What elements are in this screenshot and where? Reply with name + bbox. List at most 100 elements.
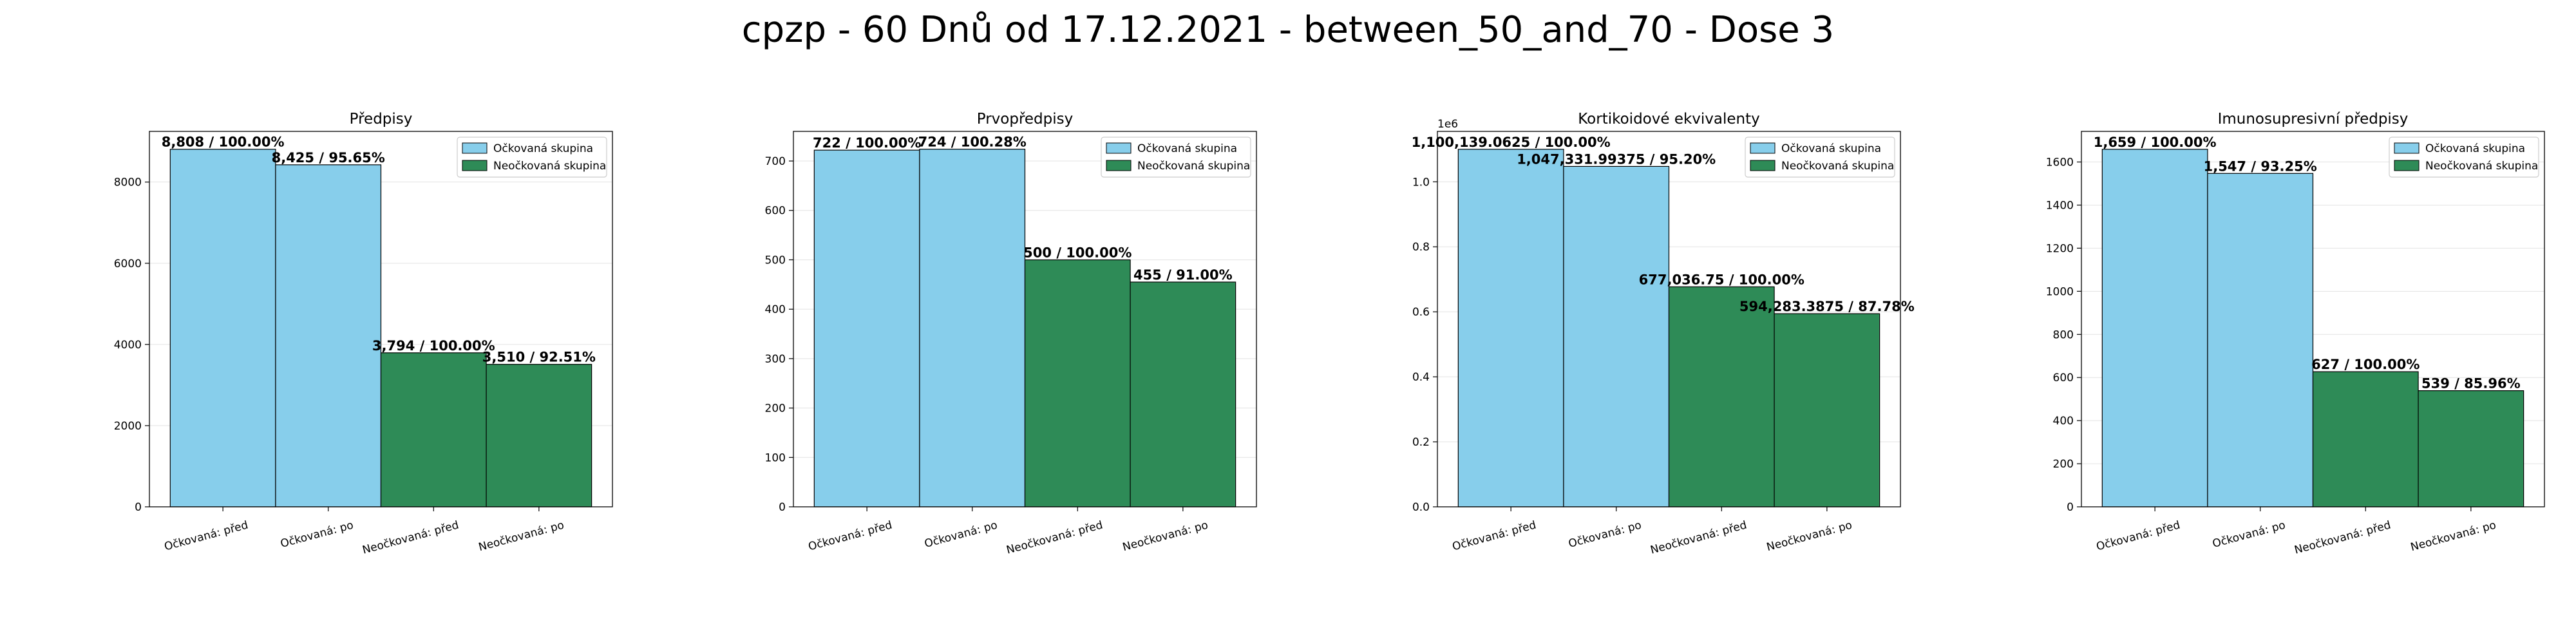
- bar: [1774, 313, 1880, 507]
- bar: [1024, 259, 1131, 507]
- legend-box: [1745, 137, 1895, 178]
- bar-value-label: 8,425 / 95.65%: [272, 150, 385, 166]
- bar: [1457, 149, 1564, 507]
- bar-value-label: 8,808 / 100.00%: [162, 135, 285, 150]
- bar-value-label: 722 / 100.00%: [813, 135, 921, 151]
- bar-value-label: 677,036.75 / 100.00%: [1639, 272, 1804, 287]
- bar: [380, 352, 487, 507]
- x-tick-label: Neočkovaná: po: [477, 519, 565, 554]
- x-tick-label: Očkovaná: před: [807, 519, 893, 554]
- legend-label: Neočkovaná skupina: [1137, 160, 1250, 173]
- chart-imunosupresivni-predpisy: Imunosupresivní předpisy 0 200 400 600 800 100…: [2046, 111, 2545, 557]
- bar: [1668, 286, 1775, 507]
- axes-title: Předpisy: [350, 111, 413, 128]
- x-tick-label: Neočkovaná: před: [2293, 519, 2392, 557]
- bar: [2312, 371, 2419, 507]
- y-tick-label: 400: [2053, 415, 2074, 428]
- x-tick-label: Neočkovaná: před: [361, 519, 460, 557]
- y-tick-label: 0.8: [1412, 241, 1430, 254]
- legend-label: Neočkovaná skupina: [493, 160, 606, 173]
- y-tick-label: 1400: [2046, 199, 2074, 212]
- y-tick-label: 1600: [2046, 156, 2074, 169]
- bar-value-label: 1,100,139.0625 / 100.00%: [1412, 135, 1611, 150]
- y-tick-label: 0.2: [1412, 436, 1430, 449]
- legend-label: Očkovaná skupina: [493, 142, 593, 155]
- y-tick-label: 2000: [114, 420, 142, 433]
- x-tick-label: Očkovaná: před: [1451, 519, 1537, 554]
- y-tick-label: 0: [2067, 501, 2074, 514]
- legend-swatch: [2394, 160, 2420, 171]
- bar: [1563, 166, 1670, 507]
- bar-value-label: 1,547 / 93.25%: [2204, 158, 2317, 174]
- bar-value-label: 724 / 100.28%: [918, 135, 1027, 150]
- legend-label: Očkovaná skupina: [2425, 142, 2525, 155]
- figure-title: cpzp - 60 Dnů od 17.12.2021 - between_50…: [741, 9, 1835, 51]
- legend-box: [1101, 137, 1251, 178]
- bar: [2207, 173, 2314, 507]
- x-tick-label: Očkovaná: před: [163, 519, 249, 554]
- y-tick-label: 700: [765, 155, 786, 168]
- y-tick-label: 0.6: [1412, 306, 1430, 319]
- y-tick-label: 4000: [114, 339, 142, 352]
- legend-swatch: [1106, 142, 1132, 154]
- bar-value-label: 627 / 100.00%: [2311, 357, 2420, 372]
- chart-predpisy: Předpisy 0 2000 4000 6000 8000 8,808 / 100.00%…: [114, 111, 613, 557]
- axes-title: Prvopředpisy: [977, 111, 1074, 128]
- x-tick-label: Očkovaná: po: [2211, 519, 2287, 551]
- y-tick-label: 0.4: [1412, 371, 1430, 384]
- x-tick-label: Očkovaná: po: [923, 519, 999, 551]
- bar-value-label: 3,510 / 92.51%: [482, 350, 596, 365]
- y-tick-label: 600: [765, 205, 786, 218]
- bar: [2101, 149, 2208, 507]
- y-tick-label: 8000: [114, 176, 142, 189]
- bar-value-label: 500 / 100.00%: [1023, 245, 1132, 260]
- y-tick-label: 200: [765, 402, 786, 415]
- legend-box: [2389, 137, 2539, 178]
- y-tick-label: 100: [765, 451, 786, 464]
- x-tick-label: Neočkovaná: po: [2409, 519, 2497, 554]
- y-tick-label: 400: [765, 303, 786, 316]
- axes-frame: [1437, 131, 1901, 507]
- y-offset-text: 1e6: [1437, 118, 1458, 131]
- x-tick-label: Neočkovaná: po: [1765, 519, 1853, 554]
- bar: [169, 149, 276, 507]
- legend-label: Očkovaná skupina: [1781, 142, 1881, 155]
- y-tick-label: 1.0: [1412, 176, 1430, 189]
- x-tick-label: Neočkovaná: před: [1649, 519, 1748, 557]
- bar: [2418, 390, 2524, 507]
- legend-swatch: [2394, 142, 2420, 154]
- y-tick-label: 0: [779, 501, 786, 514]
- bar-value-label: 455 / 91.00%: [1133, 267, 1233, 283]
- x-tick-label: Očkovaná: po: [279, 519, 355, 551]
- y-tick-label: 600: [2053, 372, 2074, 384]
- x-tick-label: Očkovaná: před: [2095, 519, 2181, 554]
- bar: [275, 164, 382, 507]
- legend-box: [457, 137, 607, 178]
- chart-prvopredpisy: Prvopředpisy 0 100 200 300 400 500 600 700 722 / …: [765, 111, 1257, 557]
- bar: [1130, 281, 1236, 507]
- y-tick-label: 300: [765, 353, 786, 366]
- legend-label: Očkovaná skupina: [1137, 142, 1237, 155]
- bar-value-label: 539 / 85.96%: [2421, 376, 2521, 392]
- legend-swatch: [462, 142, 488, 154]
- y-tick-label: 6000: [114, 258, 142, 270]
- bar-value-label: 3,794 / 100.00%: [372, 338, 495, 354]
- legend-swatch: [462, 160, 488, 171]
- legend-swatch: [1750, 142, 1776, 154]
- y-tick-label: 0: [135, 501, 142, 514]
- y-tick-label: 1000: [2046, 285, 2074, 298]
- x-tick-label: Neočkovaná: po: [1121, 519, 1209, 554]
- legend-label: Neočkovaná skupina: [1781, 160, 1894, 173]
- bar-value-label: 594,283.3875 / 87.78%: [1739, 299, 1915, 314]
- axes-frame: [2081, 131, 2545, 507]
- bar-value-label: 1,047,331.99375 / 95.20%: [1517, 151, 1716, 167]
- axes-frame: [149, 131, 613, 507]
- axes-frame: [793, 131, 1257, 507]
- y-tick-label: 1200: [2046, 242, 2074, 255]
- y-tick-label: 200: [2053, 458, 2074, 471]
- y-tick-label: 0.0: [1412, 501, 1430, 514]
- chart-kortikoidove-ekvivalenty: Kortikoidové ekvivalenty 0.0 0.2 0.4 0.6 0.8 1…: [1412, 111, 1915, 557]
- y-tick-label: 500: [765, 254, 786, 267]
- y-tick-label: 800: [2053, 328, 2074, 341]
- bar: [919, 149, 1026, 507]
